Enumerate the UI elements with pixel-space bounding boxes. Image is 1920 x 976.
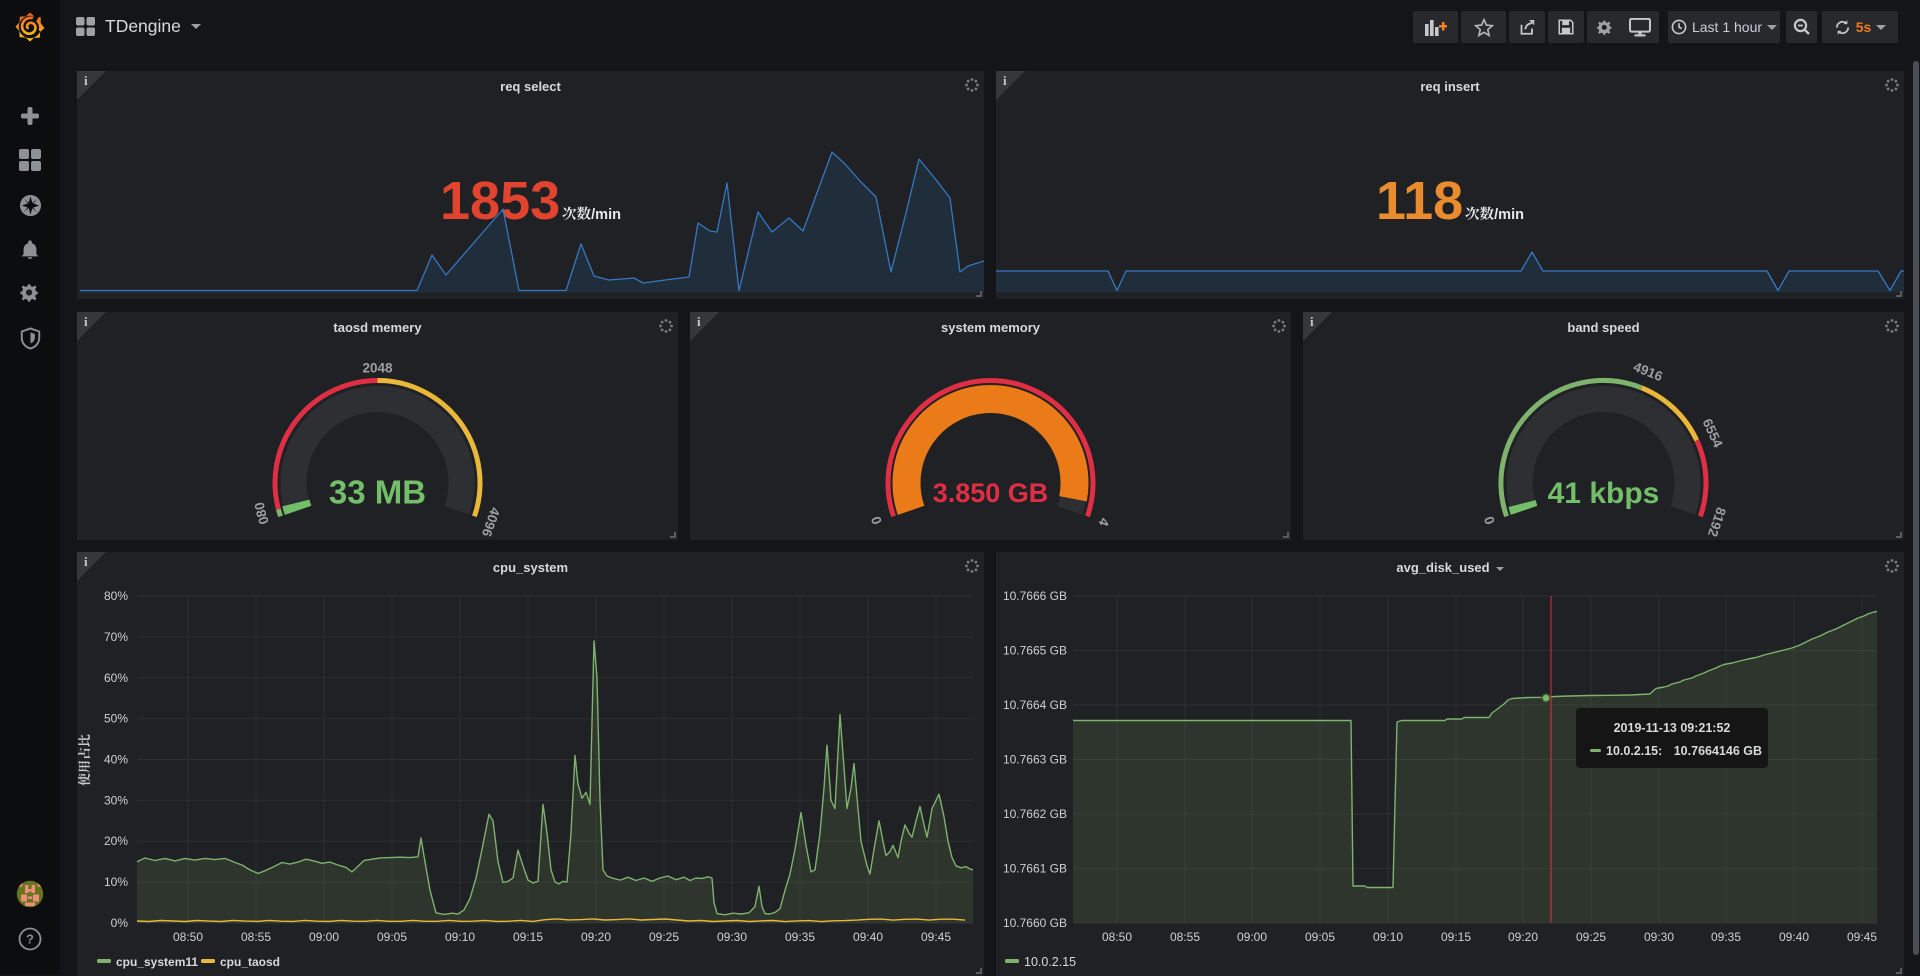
svg-text:09:30: 09:30 xyxy=(1644,930,1674,944)
svg-text:09:15: 09:15 xyxy=(513,930,543,944)
svg-text:cpu_taosd: cpu_taosd xyxy=(220,955,280,969)
svg-text:2019-11-13 09:21:52: 2019-11-13 09:21:52 xyxy=(1614,721,1731,735)
svg-text:50%: 50% xyxy=(104,712,128,726)
svg-text:10.0.2.15:: 10.0.2.15: xyxy=(1606,744,1662,758)
svg-text:09:45: 09:45 xyxy=(1847,930,1877,944)
svg-text:09:20: 09:20 xyxy=(1508,930,1538,944)
svg-text:10.0.2.15: 10.0.2.15 xyxy=(1024,955,1076,969)
svg-text:6554: 6554 xyxy=(1699,416,1725,450)
svg-text:09:10: 09:10 xyxy=(445,930,475,944)
svg-text:09:30: 09:30 xyxy=(717,930,747,944)
svg-text:09:40: 09:40 xyxy=(853,930,883,944)
svg-text:4916: 4916 xyxy=(1631,359,1665,384)
svg-text:cpu_system11: cpu_system11 xyxy=(116,955,198,969)
svg-text:10%: 10% xyxy=(104,875,128,889)
svg-text:60%: 60% xyxy=(104,671,128,685)
svg-text:0: 0 xyxy=(1481,514,1498,526)
svg-text:0%: 0% xyxy=(111,916,129,930)
svg-text:10.7661 GB: 10.7661 GB xyxy=(1003,862,1067,876)
svg-text:10.7666 GB: 10.7666 GB xyxy=(1003,589,1067,603)
svg-text:10.7664 GB: 10.7664 GB xyxy=(1003,698,1067,712)
svg-text:09:00: 09:00 xyxy=(1237,930,1267,944)
svg-text:0: 0 xyxy=(255,514,272,526)
svg-text:40%: 40% xyxy=(104,753,128,767)
svg-text:09:05: 09:05 xyxy=(377,930,407,944)
svg-text:10.7663 GB: 10.7663 GB xyxy=(1003,753,1067,767)
svg-text:09:20: 09:20 xyxy=(581,930,611,944)
svg-text:41 kbps: 41 kbps xyxy=(1548,477,1660,510)
svg-text:10.7665 GB: 10.7665 GB xyxy=(1003,644,1067,658)
svg-text:09:10: 09:10 xyxy=(1373,930,1403,944)
svg-text:4: 4 xyxy=(1095,516,1112,528)
svg-text:80: 80 xyxy=(252,501,270,519)
svg-text:70%: 70% xyxy=(104,630,128,644)
svg-text:09:35: 09:35 xyxy=(1711,930,1741,944)
svg-text:0: 0 xyxy=(868,514,885,526)
svg-text:30%: 30% xyxy=(104,793,128,807)
svg-text:09:40: 09:40 xyxy=(1779,930,1809,944)
svg-text:3.850 GB: 3.850 GB xyxy=(933,478,1049,508)
svg-text:2048: 2048 xyxy=(362,361,393,376)
svg-text:08:55: 08:55 xyxy=(241,930,271,944)
svg-text:09:25: 09:25 xyxy=(1576,930,1606,944)
svg-text:09:45: 09:45 xyxy=(921,930,951,944)
svg-text:09:15: 09:15 xyxy=(1441,930,1471,944)
svg-text:08:50: 08:50 xyxy=(173,930,203,944)
svg-text:20%: 20% xyxy=(104,834,128,848)
svg-text:10.7664146 GB: 10.7664146 GB xyxy=(1674,744,1762,758)
svg-text:09:00: 09:00 xyxy=(309,930,339,944)
svg-text:09:05: 09:05 xyxy=(1305,930,1335,944)
svg-text:08:55: 08:55 xyxy=(1170,930,1200,944)
svg-text:09:25: 09:25 xyxy=(649,930,679,944)
svg-text:?: ? xyxy=(26,932,34,947)
svg-text:09:35: 09:35 xyxy=(785,930,815,944)
svg-text:10.7662 GB: 10.7662 GB xyxy=(1003,807,1067,821)
svg-text:10.7660 GB: 10.7660 GB xyxy=(1003,916,1067,930)
svg-text:08:50: 08:50 xyxy=(1102,930,1132,944)
svg-text:33 MB: 33 MB xyxy=(329,474,426,511)
svg-text:80%: 80% xyxy=(104,589,128,603)
svg-text:8192: 8192 xyxy=(1705,505,1729,538)
svg-text:4096: 4096 xyxy=(479,505,503,539)
